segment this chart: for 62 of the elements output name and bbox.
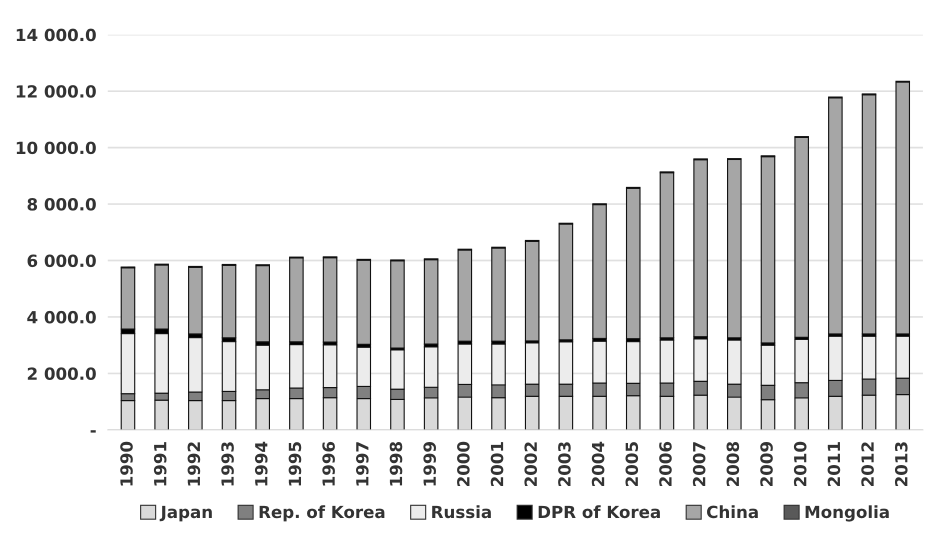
x-tick-label: 2010: [794, 442, 807, 486]
bar: [289, 257, 304, 342]
x-tick-label: 1996: [322, 442, 335, 486]
legend-label: Mongolia: [806, 505, 889, 522]
x-tick-label: 1994: [254, 442, 268, 486]
x-tick-label: 2002: [524, 442, 538, 486]
y-tick-label: 6 000.0: [28, 254, 96, 268]
bar: [895, 82, 910, 334]
bar: [760, 156, 776, 344]
x-tick-label: 2009: [760, 442, 773, 486]
x-tick-label: 2013: [894, 442, 908, 486]
legend-label: China: [707, 505, 758, 518]
y-tick-label: 12 000.0: [16, 85, 96, 98]
y-tick-label: 4 000.0: [27, 310, 96, 324]
legend-label: Russia: [432, 505, 491, 518]
bar: [390, 260, 405, 349]
x-tick-label: 1990: [120, 442, 133, 486]
x-tick-label: 2011: [828, 442, 840, 486]
bar: [356, 260, 372, 345]
x-tick-label: 2003: [558, 442, 571, 486]
bar: [693, 159, 708, 338]
bar: [862, 94, 876, 334]
bar: [592, 204, 607, 339]
bar: [727, 158, 742, 338]
bar: [828, 97, 843, 334]
bar: [558, 224, 574, 340]
x-tick-label: 1991: [154, 442, 166, 486]
x-tick-label: 1993: [221, 442, 234, 486]
y-tick-label: 14 000.0: [16, 28, 96, 42]
bar: [524, 240, 540, 342]
x-tick-label: 2001: [490, 442, 504, 486]
bar: [424, 259, 438, 345]
x-tick-label: 2008: [726, 442, 740, 486]
bar: [222, 264, 236, 338]
bar: [491, 248, 506, 342]
bar: [660, 172, 674, 338]
bar: [794, 136, 809, 338]
bar: [154, 264, 169, 330]
x-tick-label: 1997: [356, 442, 369, 486]
x-tick-label: 2004: [592, 442, 604, 486]
y-tick-label: 2 000.0: [28, 367, 96, 380]
x-tick-label: 2012: [861, 442, 874, 486]
x-tick-label: 1999: [423, 442, 436, 486]
bar: [626, 188, 641, 340]
x-tick-label: 2005: [625, 442, 638, 486]
legend-label: Rep. of Korea: [260, 505, 384, 522]
bar: [322, 257, 338, 343]
bar: [188, 266, 203, 334]
x-tick-label: 2000: [457, 442, 470, 486]
x-tick-label: 2006: [659, 442, 672, 486]
y-tick-label: 8 000.0: [28, 198, 96, 211]
x-tick-label: 1995: [288, 442, 302, 486]
x-tick-label: 1998: [390, 442, 402, 486]
bar: [458, 250, 472, 342]
x-tick-label: 2007: [692, 442, 706, 486]
bar: [255, 265, 270, 342]
x-tick-label: 1992: [188, 442, 200, 486]
y-tick-label: 10 000.0: [16, 142, 96, 154]
legend-label: DPR of Korea: [538, 505, 660, 518]
y-tick-label: -: [90, 430, 96, 433]
bar: [120, 267, 136, 330]
legend-label: Japan: [160, 506, 212, 522]
